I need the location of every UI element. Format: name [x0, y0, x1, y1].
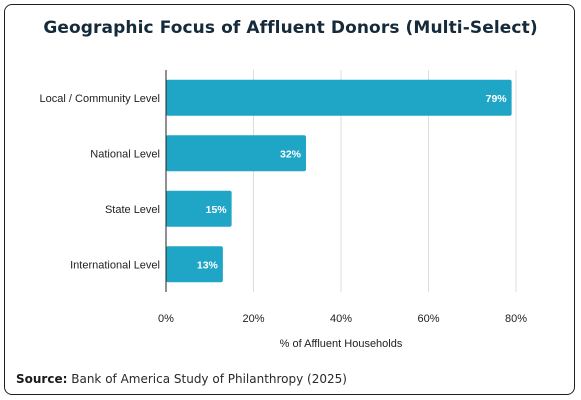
bar-value-label: 13% [197, 259, 219, 271]
data-labels: 79% 32% 15% 13% [197, 93, 507, 272]
bar [166, 135, 306, 172]
bar [166, 79, 512, 116]
bar-value-label: 32% [280, 148, 302, 160]
x-tick-label: 20% [242, 313, 264, 325]
bar-value-label: 15% [206, 204, 228, 216]
bar [166, 246, 223, 283]
category-label: National Level [90, 148, 160, 160]
bar [166, 190, 232, 227]
chart-frame [4, 4, 575, 395]
category-labels: Local / Community Level National Level Sta… [40, 93, 160, 272]
bar-value-label: 79% [486, 93, 508, 105]
x-tick-label: 80% [505, 313, 527, 325]
source-text: Bank of America Study of Philanthropy (2… [71, 372, 347, 386]
category-label: International Level [70, 259, 160, 271]
category-label: State Level [105, 204, 160, 216]
x-tick-labels: 0% 20% 40% 60% 80% [158, 313, 527, 325]
chart-title: Geographic Focus of Affluent Donors (Mul… [43, 18, 538, 38]
source-note: Source: Bank of America Study of Philant… [16, 372, 347, 386]
x-tick-label: 40% [330, 313, 352, 325]
source-label: Source: [16, 372, 68, 386]
bars [166, 79, 512, 283]
category-label: Local / Community Level [40, 93, 160, 105]
x-axis-label: % of Affluent Households [280, 338, 403, 350]
x-tick-label: 60% [417, 313, 439, 325]
x-tick-label: 0% [158, 313, 174, 325]
